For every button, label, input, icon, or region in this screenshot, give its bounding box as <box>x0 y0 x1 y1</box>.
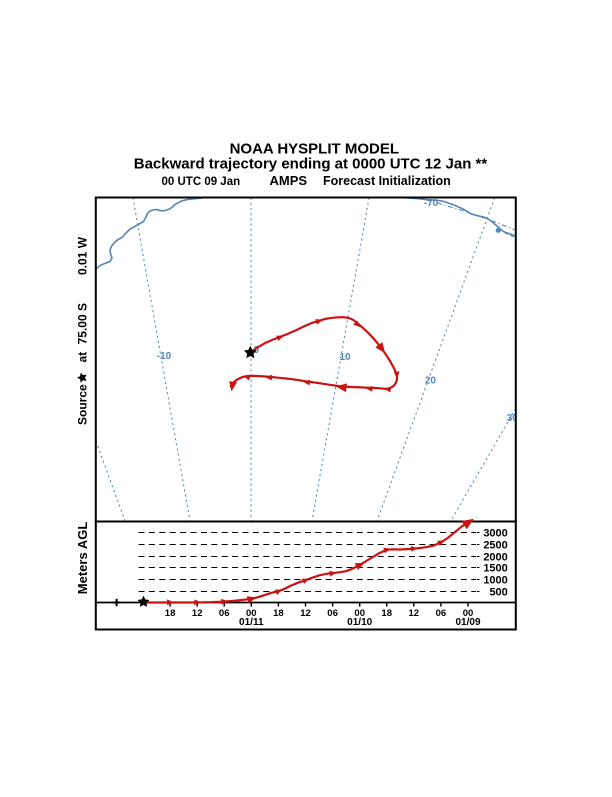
svg-text:01/10: 01/10 <box>347 617 372 628</box>
svg-text:20: 20 <box>425 375 437 386</box>
svg-text:0.01 W: 0.01 W <box>76 236 90 275</box>
svg-text:Source: Source <box>76 384 90 425</box>
svg-text:-10: -10 <box>157 351 172 362</box>
svg-text:500: 500 <box>489 587 507 599</box>
svg-text:12: 12 <box>409 608 420 619</box>
svg-text:18: 18 <box>165 608 176 619</box>
svg-text:Meters AGL: Meters AGL <box>75 522 90 595</box>
svg-text:10: 10 <box>339 352 351 363</box>
svg-text:06: 06 <box>219 608 230 619</box>
svg-text:06: 06 <box>327 608 338 619</box>
svg-text:at: at <box>76 352 90 363</box>
svg-text:00: 00 <box>246 608 257 619</box>
svg-text:01/11: 01/11 <box>239 617 264 628</box>
svg-text:01/09: 01/09 <box>455 617 480 628</box>
svg-text:-70: -70 <box>424 198 439 209</box>
svg-text:Forecast Initialization: Forecast Initialization <box>323 174 451 188</box>
svg-text:00: 00 <box>354 608 365 619</box>
svg-text:Backward trajectory ending at: Backward trajectory ending at 0000 UTC 1… <box>134 155 488 172</box>
svg-text:18: 18 <box>273 608 284 619</box>
svg-text:06: 06 <box>436 608 447 619</box>
svg-text:12: 12 <box>300 608 311 619</box>
svg-text:18: 18 <box>381 608 392 619</box>
svg-text:0: 0 <box>254 345 260 356</box>
svg-text:30: 30 <box>507 413 519 424</box>
svg-text:1000: 1000 <box>483 575 507 587</box>
svg-text:12: 12 <box>192 608 203 619</box>
svg-text:2500: 2500 <box>483 540 507 552</box>
svg-text:75.00 S: 75.00 S <box>76 303 90 344</box>
svg-text:00: 00 <box>463 608 474 619</box>
svg-text:NOAA HYSPLIT MODEL: NOAA HYSPLIT MODEL <box>230 141 399 158</box>
svg-text:AMPS: AMPS <box>270 173 308 188</box>
svg-text:00 UTC 09 Jan: 00 UTC 09 Jan <box>162 176 241 188</box>
svg-text:3000: 3000 <box>483 528 507 540</box>
svg-text:2000: 2000 <box>483 552 507 564</box>
svg-text:1500: 1500 <box>483 563 507 575</box>
